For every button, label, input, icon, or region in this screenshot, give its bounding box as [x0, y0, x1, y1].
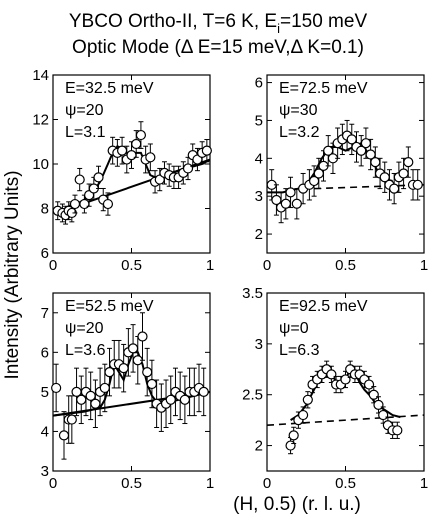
x-tick-label: 0 [263, 257, 271, 274]
panel-1: 0 0.5 1 6 8 10 12 14 E=32.5 meV ψ=20 L=3.1 [32, 67, 214, 274]
y-tick-label: 3 [255, 336, 263, 353]
title-subscript: i [277, 21, 280, 36]
data-point [74, 174, 85, 185]
x-tick-label: 0.5 [121, 257, 142, 274]
y-tick-label: 4 [41, 423, 49, 440]
data-point [201, 145, 212, 156]
background-line [266, 414, 425, 427]
x-tick-label: 0.5 [335, 257, 356, 274]
panel-annotation: L=6.3 [279, 342, 320, 359]
data-point [368, 389, 379, 400]
y-tick-label: 5 [255, 112, 263, 129]
x-axis-label: (H, 0.5) (r. l. u.) [233, 494, 361, 515]
data-point [66, 414, 77, 425]
data-point [137, 331, 148, 342]
data-point [285, 187, 296, 198]
panel-3: 0 0.5 1 3 4 5 6 7 E=52.5 meV ψ=20 L=3.6 [41, 292, 214, 492]
data-point [58, 430, 70, 441]
x-tick-label: 1 [420, 257, 428, 274]
data-point [398, 168, 409, 179]
data-point [392, 425, 403, 436]
data-point [389, 183, 400, 194]
data-point [69, 198, 81, 210]
data-point [93, 172, 104, 183]
panel-annotation: L=3.6 [65, 342, 106, 359]
data-point [127, 343, 139, 354]
y-tick-label: 4 [255, 150, 263, 167]
y-tick-label: 10 [32, 156, 49, 173]
data-point [412, 179, 423, 190]
y-tick-label: 7 [41, 305, 49, 322]
panel-annotation: ψ=30 [279, 102, 318, 119]
panel-annotation: L=3.2 [279, 124, 320, 141]
data-point [288, 430, 299, 441]
data-point [302, 394, 313, 405]
panel-annotation: L=3.1 [65, 124, 106, 141]
x-tick-label: 0.5 [121, 475, 142, 492]
data-point [198, 386, 209, 397]
data-point [118, 363, 129, 374]
y-tick-label: 3.5 [242, 285, 263, 302]
x-tick-label: 0.5 [335, 475, 356, 492]
data-point [373, 399, 384, 410]
x-tick-label: 1 [420, 475, 428, 492]
figure-title-line2: Optic Mode (Δ E=15 meV,Δ K=0.1) [72, 37, 364, 58]
data-point [126, 150, 137, 161]
y-tick-label: 12 [32, 112, 49, 129]
data-point [142, 367, 153, 378]
x-tick-label: 0 [49, 475, 57, 492]
data-point [51, 382, 62, 394]
data-point [326, 369, 337, 380]
data-point [90, 398, 101, 409]
y-tick-label: 14 [32, 67, 49, 84]
data-point [99, 382, 110, 394]
data-point [182, 163, 194, 174]
data-point [291, 198, 302, 209]
x-tick-label: 1 [206, 475, 214, 492]
panel-annotation: ψ=0 [279, 320, 309, 337]
panel-2: 0 0.5 1 2 3 4 5 6 E=72.5 meV ψ=30 L=3.2 [255, 74, 428, 274]
figure-title-line1: YBCO Ortho-II, T=6 K, Ei=150 meV [69, 11, 368, 36]
x-tick-label: 0 [263, 475, 271, 492]
y-axis-label: Intensity (Arbitrary Units) [2, 170, 23, 379]
y-tick-label: 3 [255, 188, 263, 205]
data-point [370, 157, 381, 168]
data-point [340, 374, 351, 385]
panel-4: 0 0.5 1 2 2.5 3 3.5 E=92.5 meV ψ=0 L=6.3 [242, 285, 428, 492]
data-point [102, 198, 114, 210]
y-tick-label: 2 [255, 438, 263, 455]
y-tick-label: 8 [41, 201, 49, 218]
data-point [116, 145, 128, 156]
panel-annotation: E=32.5 meV [65, 80, 154, 97]
panel-annotation: E=52.5 meV [65, 298, 154, 315]
panel-annotation: ψ=20 [65, 320, 104, 337]
data-point [363, 379, 375, 390]
y-tick-label: 6 [41, 245, 49, 262]
data-point [79, 198, 90, 210]
panel-annotation: E=92.5 meV [279, 298, 368, 315]
y-tick-label: 5 [41, 384, 49, 401]
data-point [131, 138, 142, 150]
data-point [360, 138, 372, 149]
background-line [314, 184, 425, 190]
panel-annotation: E=72.5 meV [279, 80, 368, 97]
data-point [145, 152, 156, 163]
panel-annotation: ψ=20 [65, 102, 104, 119]
data-point [298, 409, 309, 421]
y-tick-label: 3 [41, 463, 49, 480]
data-point [403, 157, 414, 168]
x-tick-label: 0 [49, 257, 57, 274]
x-tick-label: 1 [206, 257, 214, 274]
data-point [378, 409, 389, 421]
data-point [280, 198, 291, 209]
y-tick-label: 2 [255, 226, 263, 243]
y-tick-label: 6 [41, 344, 49, 361]
data-point [135, 129, 147, 141]
y-tick-label: 2.5 [242, 387, 263, 404]
y-tick-label: 6 [255, 75, 263, 92]
data-point [146, 378, 158, 390]
